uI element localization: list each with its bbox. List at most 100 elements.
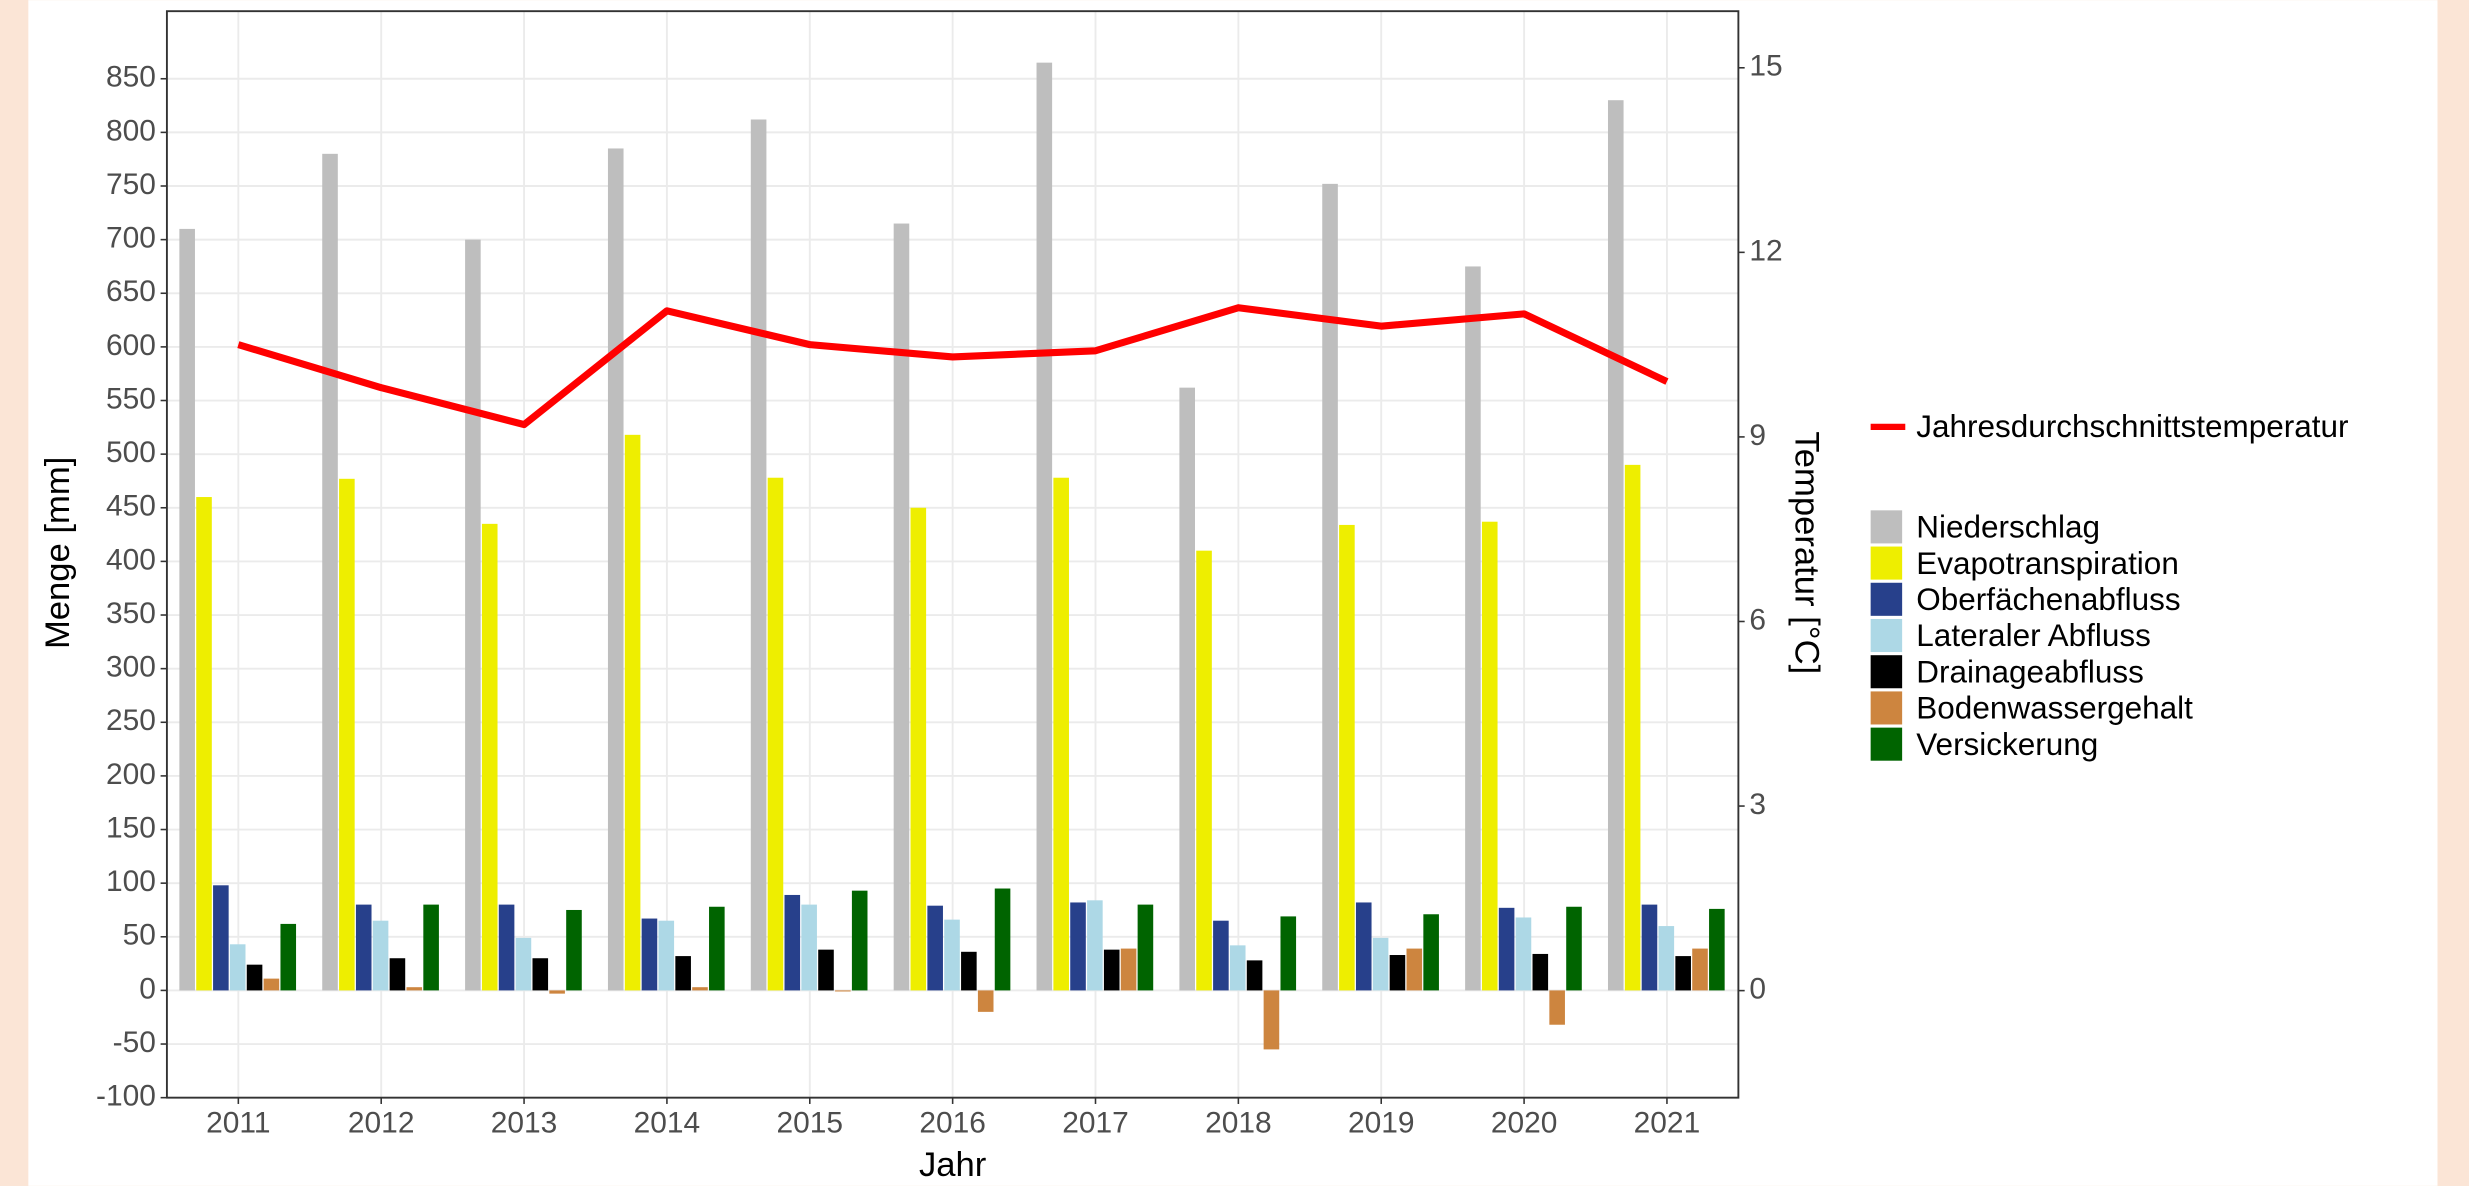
bar bbox=[1498, 907, 1515, 991]
bar bbox=[179, 228, 195, 991]
bar bbox=[465, 239, 481, 991]
x-tick-label: 2016 bbox=[919, 1106, 986, 1139]
x-tick-label: 2018 bbox=[1205, 1106, 1272, 1139]
legend-swatch bbox=[1870, 546, 1903, 580]
y-tick-label: 650 bbox=[106, 275, 156, 308]
bar bbox=[835, 990, 851, 992]
x-tick-label: 2019 bbox=[1348, 1106, 1415, 1139]
bar bbox=[1322, 183, 1338, 991]
bar bbox=[784, 894, 801, 991]
legend-swatch bbox=[1870, 582, 1903, 616]
x-tick-label: 2011 bbox=[206, 1106, 270, 1139]
legend-swatch bbox=[1870, 510, 1903, 544]
bar bbox=[1406, 948, 1423, 991]
y-axis-title: Menge [mm] bbox=[39, 457, 77, 649]
bar bbox=[1179, 387, 1195, 991]
bar bbox=[1246, 960, 1263, 991]
bar bbox=[927, 905, 943, 991]
bar bbox=[423, 904, 439, 991]
bar bbox=[1280, 916, 1297, 991]
bar bbox=[1532, 953, 1549, 991]
x-tick-label: 2013 bbox=[491, 1106, 558, 1139]
bar bbox=[1036, 62, 1053, 991]
bar bbox=[1481, 521, 1498, 991]
bar bbox=[481, 523, 498, 991]
bar bbox=[1709, 908, 1725, 991]
x-tick-label: 2020 bbox=[1491, 1106, 1558, 1139]
x-tick-label: 2015 bbox=[777, 1106, 844, 1139]
bar bbox=[339, 478, 355, 991]
bar bbox=[372, 920, 389, 991]
bar bbox=[515, 937, 532, 991]
bar bbox=[893, 223, 910, 991]
bar bbox=[851, 890, 868, 991]
x-tick-label: 2012 bbox=[348, 1106, 415, 1139]
bar bbox=[1070, 902, 1086, 991]
bar bbox=[1607, 100, 1624, 991]
bar bbox=[675, 956, 691, 991]
bar bbox=[1263, 990, 1280, 1050]
bar bbox=[406, 987, 423, 991]
bar bbox=[1339, 524, 1355, 991]
bar bbox=[1053, 477, 1069, 991]
bar bbox=[692, 987, 708, 991]
legend-label: Evapotranspiration bbox=[1916, 545, 2179, 581]
y-tick-label: 250 bbox=[106, 704, 156, 737]
bar bbox=[549, 990, 565, 994]
bar bbox=[1465, 266, 1481, 991]
y-tick-label: -100 bbox=[96, 1080, 156, 1113]
bar bbox=[641, 918, 658, 991]
y-tick-label: 150 bbox=[106, 811, 156, 844]
y-tick-label: 350 bbox=[106, 597, 156, 630]
y2-tick-label: 6 bbox=[1749, 603, 1766, 636]
bar bbox=[229, 944, 246, 991]
bar bbox=[566, 909, 582, 991]
y-tick-label: 200 bbox=[106, 758, 156, 791]
line bbox=[237, 304, 1669, 429]
bar bbox=[246, 964, 263, 991]
y-tick-label: 550 bbox=[106, 382, 156, 415]
legend-label: Lateraler Abfluss bbox=[1916, 617, 2151, 653]
bar bbox=[1624, 464, 1641, 991]
legend-swatch bbox=[1870, 655, 1903, 689]
bar bbox=[1087, 900, 1103, 991]
bar bbox=[213, 885, 229, 991]
bar bbox=[389, 958, 406, 991]
bar bbox=[322, 153, 338, 991]
legend-label: Niederschlag bbox=[1916, 509, 2100, 545]
bar bbox=[532, 958, 549, 991]
bar bbox=[1389, 955, 1406, 991]
bar bbox=[801, 904, 817, 991]
x-tick-label: 2017 bbox=[1062, 1106, 1129, 1139]
bar bbox=[1566, 906, 1582, 991]
bar bbox=[1103, 949, 1120, 991]
bar bbox=[1372, 937, 1389, 991]
bar bbox=[355, 904, 372, 991]
bar bbox=[658, 920, 675, 991]
bar bbox=[994, 888, 1011, 991]
bar bbox=[607, 148, 624, 991]
bar bbox=[961, 951, 977, 991]
bar bbox=[1423, 914, 1439, 991]
y2-tick-label: 12 bbox=[1749, 234, 1782, 267]
bar bbox=[1196, 550, 1212, 991]
bar bbox=[624, 434, 641, 991]
y2-axis-title: Temperatur [°C] bbox=[1787, 431, 1825, 674]
y2-tick-label: 3 bbox=[1749, 788, 1766, 821]
bar bbox=[1515, 917, 1532, 991]
legend-label: Jahresdurchschnittstemperatur bbox=[1916, 408, 2348, 444]
bar bbox=[767, 477, 784, 991]
bar bbox=[1549, 990, 1565, 1025]
y-tick-label: 600 bbox=[106, 329, 156, 362]
y-tick-label: 0 bbox=[139, 972, 156, 1005]
y-tick-label: 800 bbox=[106, 114, 156, 147]
x-tick-label: 2014 bbox=[634, 1106, 701, 1139]
bar bbox=[196, 497, 212, 991]
bar bbox=[1120, 948, 1137, 991]
x-tick-label: 2021 bbox=[1634, 1106, 1701, 1139]
y-tick-label: 400 bbox=[106, 543, 156, 576]
bar bbox=[498, 904, 515, 991]
y-tick-label: 850 bbox=[106, 61, 156, 94]
bar bbox=[944, 919, 960, 991]
y-tick-label: 50 bbox=[123, 919, 156, 952]
